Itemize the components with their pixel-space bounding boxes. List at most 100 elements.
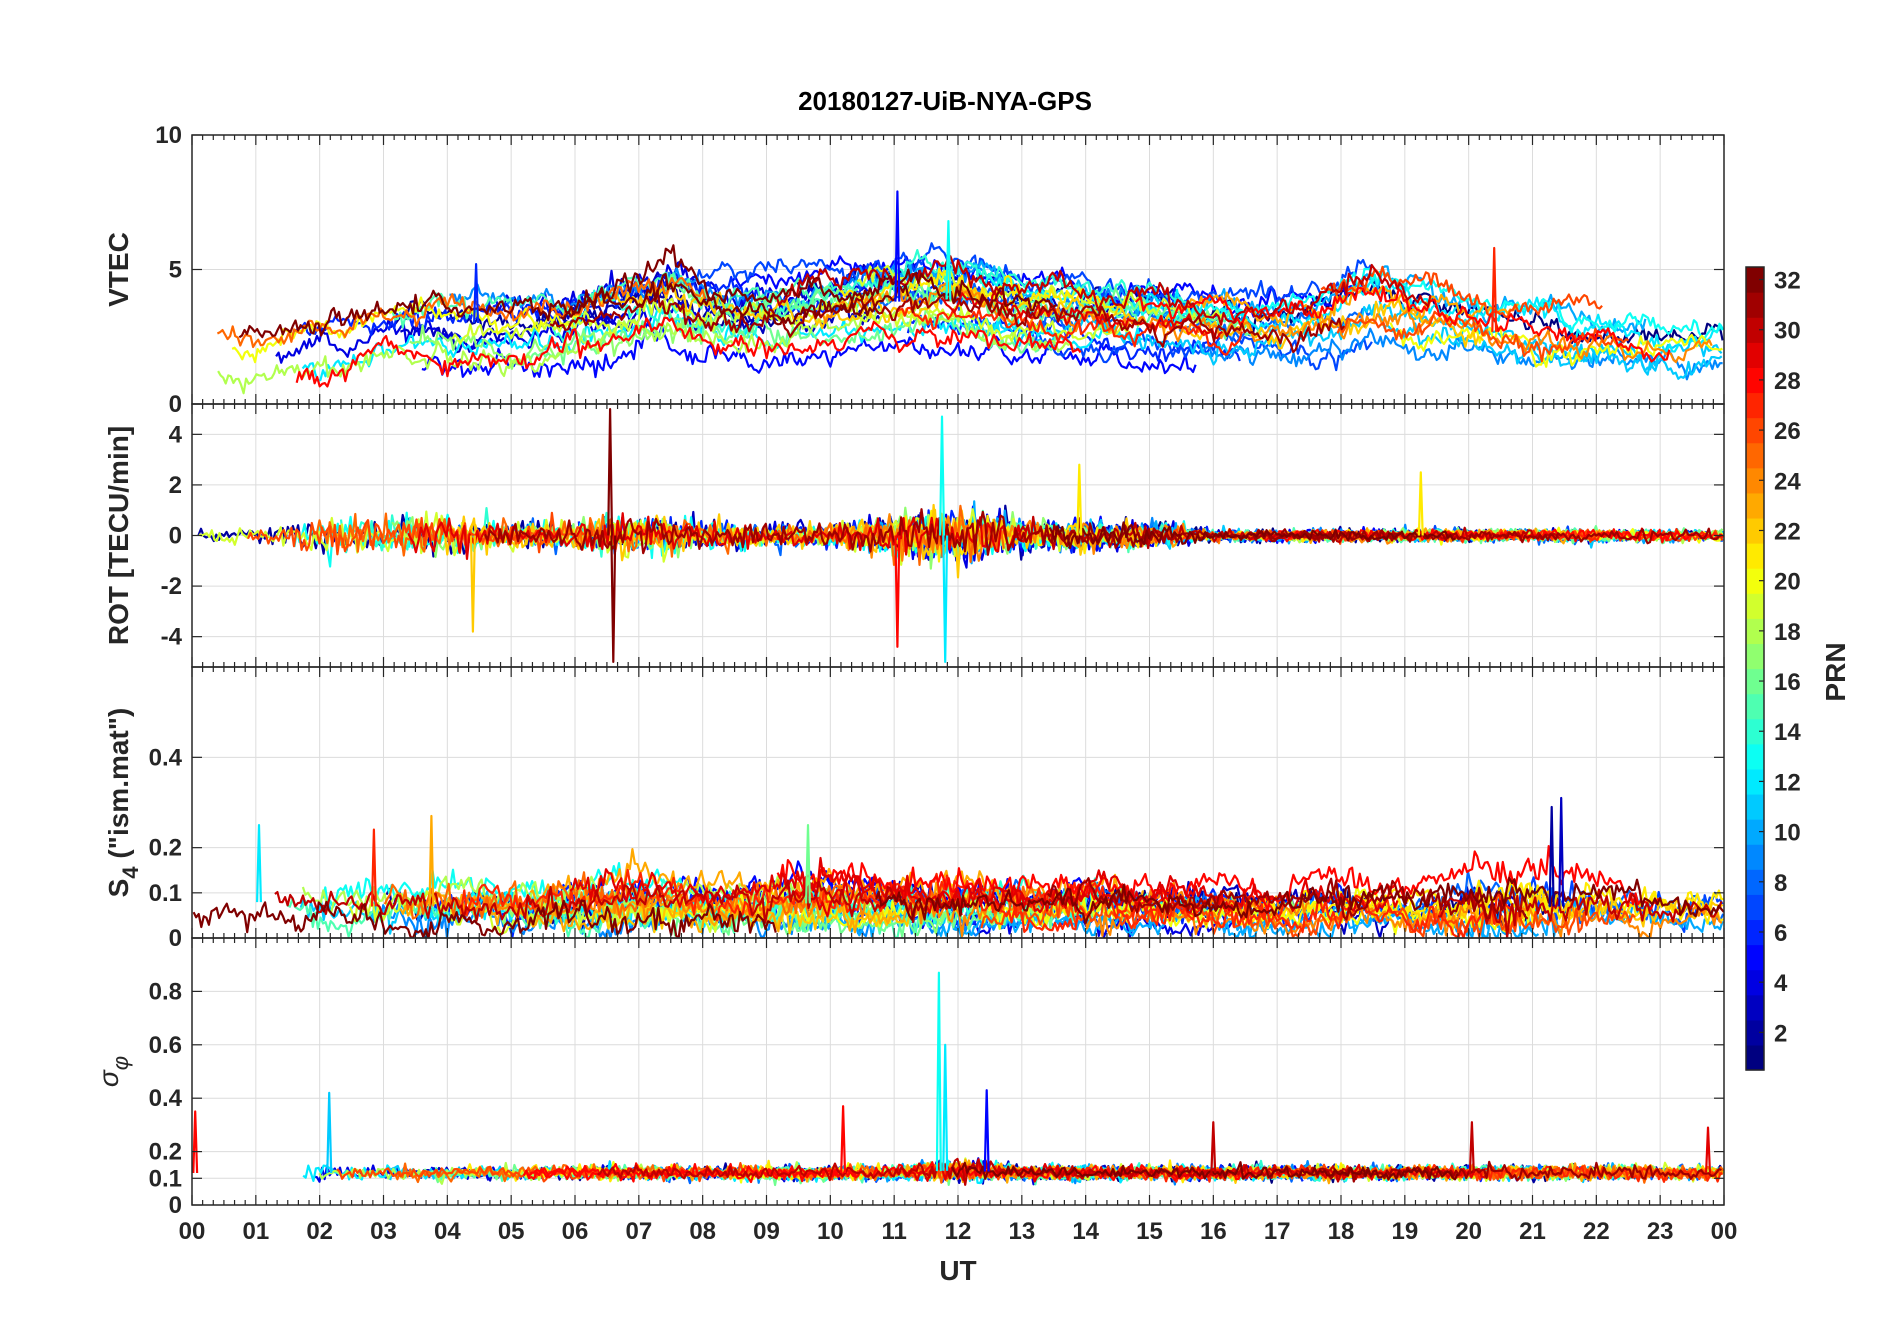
colorbar-tick-label: 10 xyxy=(1774,820,1801,847)
peak-prn-16 xyxy=(805,824,811,904)
series-prn-32 xyxy=(560,272,910,326)
colorbar-swatch xyxy=(1746,417,1764,444)
colorbar-tick-label: 12 xyxy=(1774,769,1801,796)
colorbar-label: PRN xyxy=(1820,642,1851,701)
peak-prn-27 xyxy=(370,828,377,907)
peak-prn-27 xyxy=(1491,246,1498,332)
series-prn-18 xyxy=(217,300,1075,395)
colorbar-tick-label: 26 xyxy=(1774,418,1801,445)
panel-vtec: 0 5 10 VTEC xyxy=(103,122,1725,418)
colorbar-swatch xyxy=(1746,819,1764,845)
x-tick-label: 12 xyxy=(945,1218,972,1245)
peak-prn-13 xyxy=(945,220,952,300)
series-prn-31 xyxy=(483,508,1343,556)
peak-prn-5 xyxy=(983,1089,990,1172)
series-group xyxy=(216,190,1724,395)
x-tick-label: 19 xyxy=(1391,1218,1418,1245)
colorbar-swatch xyxy=(1746,543,1764,569)
series-prn-28 xyxy=(295,316,1082,388)
series-prn-28 xyxy=(1134,285,1671,363)
series-prn-31 xyxy=(549,289,1346,354)
colorbar-swatch xyxy=(1746,267,1764,293)
x-tick-label: 06 xyxy=(562,1218,589,1245)
colorbar-tick-label: 32 xyxy=(1774,268,1801,295)
x-tick-label: 05 xyxy=(498,1218,525,1245)
peak-prn-23 xyxy=(428,814,435,907)
series-prn-25 xyxy=(216,277,707,349)
y-tick-label: 0.4 xyxy=(149,1085,183,1112)
colorbar-swatch xyxy=(1746,944,1764,971)
colorbar-swatch xyxy=(1746,969,1764,996)
y-axis-label-rot: ROT [TECU/min] xyxy=(103,426,134,645)
x-tick-label: 04 xyxy=(434,1218,461,1245)
colorbar-swatch xyxy=(1746,1019,1764,1046)
colorbar-tick-label: 24 xyxy=(1774,468,1801,495)
colorbar-swatch xyxy=(1746,919,1764,946)
panel-sigma_phi: 00.10.2 0.4 0.6 0.8 σφ xyxy=(93,937,1725,1219)
x-tick-label: 13 xyxy=(1008,1218,1035,1245)
colorbar-swatch xyxy=(1746,1044,1764,1071)
series-prn-24 xyxy=(1171,900,1723,938)
x-tick-label: 09 xyxy=(753,1218,780,1245)
x-tick-label: 02 xyxy=(306,1218,333,1245)
peak-prn-13 xyxy=(939,415,946,536)
y-axis-label-s4: S4 ("ism.mat") xyxy=(103,708,143,898)
colorbar-swatch xyxy=(1746,643,1764,670)
colorbar-swatch xyxy=(1746,492,1764,519)
colorbar-tick-label: 14 xyxy=(1774,719,1801,746)
colorbar-swatch xyxy=(1746,844,1764,870)
colorbar-tick-label: 18 xyxy=(1774,619,1801,646)
x-tick-label: 17 xyxy=(1264,1218,1291,1245)
x-axis-label: UT xyxy=(939,1255,976,1286)
x-tick-label: 21 xyxy=(1519,1218,1546,1245)
peak-prn-30 xyxy=(1468,1121,1475,1174)
y-tick-label: -2 xyxy=(161,573,182,600)
peak-prn-3 xyxy=(1558,796,1565,907)
series-prn-23 xyxy=(1177,285,1519,328)
peak-prn-11 xyxy=(326,1091,333,1174)
y-axis-label-vtec: VTEC xyxy=(103,232,134,307)
x-tick-label: 15 xyxy=(1136,1218,1163,1245)
series-prn-28 xyxy=(776,845,1660,912)
y-tick-label: 0.1 xyxy=(149,880,182,907)
x-tick-label: 20 xyxy=(1455,1218,1482,1245)
peak-prn-2 xyxy=(1548,805,1555,907)
x-tick-label: 18 xyxy=(1328,1218,1355,1245)
x-tick-label: 03 xyxy=(370,1218,397,1245)
peak-prn-5 xyxy=(894,190,901,302)
x-tick-label: 16 xyxy=(1200,1218,1227,1245)
series-prn-22 xyxy=(1410,890,1724,936)
colorbar-swatch xyxy=(1746,467,1764,494)
peak-prn-6 xyxy=(473,263,480,324)
series-prn-21 xyxy=(839,267,1129,309)
peak-prn-32 xyxy=(607,408,614,536)
colorbar-swatch xyxy=(1746,994,1764,1021)
y-tick-label: 0.4 xyxy=(149,744,183,771)
x-tick-label: 22 xyxy=(1583,1218,1610,1245)
colorbar-swatch xyxy=(1746,342,1764,368)
x-tick-label: 01 xyxy=(242,1218,269,1245)
y-tick-label: 0.2 xyxy=(149,835,182,862)
colorbar-swatch xyxy=(1746,894,1764,921)
colorbar-swatch xyxy=(1746,793,1764,820)
series-group xyxy=(192,796,1724,938)
series-prn-32 xyxy=(1048,521,1457,550)
colorbar-tick-label: 8 xyxy=(1774,870,1787,897)
colorbar-tick-label: 20 xyxy=(1774,569,1801,596)
series-prn-14 xyxy=(804,249,1205,324)
colorbar-swatch xyxy=(1746,593,1764,619)
colorbar-swatch xyxy=(1746,367,1764,394)
y-tick-label: -4 xyxy=(161,624,183,651)
peak-prn-12 xyxy=(942,1043,949,1171)
peak-prn-22 xyxy=(469,535,476,633)
peak-prn-28 xyxy=(840,1105,847,1174)
y-tick-label: 0 xyxy=(169,523,182,550)
y-tick-label: 10 xyxy=(155,122,182,149)
peak-prn-30 xyxy=(1210,1121,1217,1174)
y-axis-label-sigma_phi: σφ xyxy=(93,1056,133,1087)
series-prn-31 xyxy=(1254,527,1722,545)
series-prn-32 xyxy=(951,1161,1459,1181)
